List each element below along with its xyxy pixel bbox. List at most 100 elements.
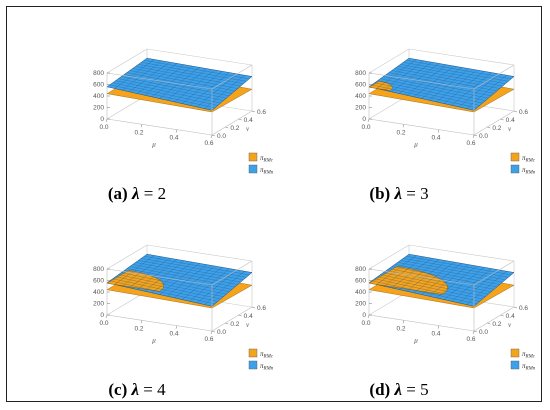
mesh-line bbox=[135, 262, 241, 283]
mesh-line bbox=[428, 264, 470, 297]
legend-swatch-2 bbox=[510, 164, 520, 174]
x-tick-mark bbox=[210, 330, 213, 335]
y-tick-label: 0.6 bbox=[519, 305, 528, 312]
z-tick-label: 800 bbox=[93, 70, 104, 77]
legend: πRMc πRMn bbox=[510, 152, 536, 176]
mesh-line bbox=[132, 68, 238, 89]
y-tick-mark bbox=[251, 110, 256, 113]
legend-swatch-2 bbox=[248, 164, 258, 174]
y-tick-label: 0.2 bbox=[230, 125, 239, 132]
y-axis-label: v bbox=[508, 321, 512, 329]
legend: πRMc πRMn bbox=[510, 348, 536, 372]
z-tick-label: 600 bbox=[93, 82, 104, 89]
mesh-line bbox=[204, 75, 245, 109]
x-tick-label: 0.0 bbox=[361, 124, 370, 131]
y-tick-mark bbox=[487, 322, 491, 325]
figure-frame: 0 200 400 600 800 0.0 0.2 0.4 0.6 μ 0.0 0.2 0.4 0.6 v π… bbox=[6, 6, 542, 402]
legend-swatch-1 bbox=[510, 348, 520, 358]
mesh-line bbox=[466, 75, 507, 109]
legend-subscript-2: RMn bbox=[263, 367, 274, 372]
y-tick-mark bbox=[211, 330, 216, 333]
legend-swatch-2 bbox=[510, 360, 520, 370]
y-tick-mark bbox=[473, 134, 478, 137]
y-tick-mark bbox=[225, 126, 229, 129]
y-tick-label: 0.6 bbox=[257, 305, 266, 312]
mesh-line bbox=[129, 266, 235, 288]
x-tick-label: 0.2 bbox=[396, 325, 405, 332]
caption-panel-label: (d) bbox=[369, 380, 394, 399]
y-tick-label: 0.4 bbox=[244, 313, 253, 320]
mesh-line bbox=[436, 69, 477, 103]
mesh-line bbox=[394, 264, 500, 285]
z-tick-label: 600 bbox=[355, 278, 366, 285]
box-edge-back bbox=[106, 244, 148, 270]
box-edge-front bbox=[211, 64, 253, 90]
mesh-line bbox=[466, 271, 507, 305]
z-tick-label: 400 bbox=[93, 289, 104, 296]
x-tick-mark bbox=[210, 134, 213, 139]
mesh-line bbox=[458, 269, 500, 304]
box-edge-front bbox=[368, 314, 475, 332]
x-tick-label: 0.4 bbox=[169, 135, 178, 142]
mesh-line bbox=[397, 262, 503, 283]
z-tick-label: 600 bbox=[93, 278, 104, 285]
mesh-line bbox=[388, 72, 495, 94]
figure-svg: 0 200 400 600 800 0.0 0.2 0.4 0.6 μ 0.0 0.2 0.4 0.6 v π… bbox=[93, 48, 536, 399]
box-edge-front bbox=[473, 64, 515, 90]
y-tick-mark bbox=[225, 322, 229, 325]
legend-subscript-2: RMn bbox=[525, 171, 536, 176]
panel-caption: (b) λ = 3 bbox=[369, 184, 428, 203]
box-edge-back bbox=[368, 244, 410, 270]
panel-caption: (a) λ = 2 bbox=[108, 184, 166, 203]
mesh-line bbox=[403, 62, 509, 82]
x-tick-mark bbox=[105, 314, 108, 319]
z-tick-label: 800 bbox=[355, 266, 366, 273]
y-tick-mark bbox=[238, 314, 242, 317]
y-tick-label: 0.0 bbox=[217, 329, 226, 336]
panel-caption: (d) λ = 5 bbox=[369, 380, 428, 399]
y-axis-label: v bbox=[246, 321, 250, 329]
y-tick-label: 0.2 bbox=[230, 321, 239, 328]
box-edge-front bbox=[211, 260, 253, 286]
x-tick-mark bbox=[402, 124, 405, 128]
box-edge-front bbox=[211, 306, 253, 332]
caption-lambda: λ bbox=[393, 184, 406, 203]
mesh-line bbox=[132, 264, 238, 285]
legend: πRMc πRMn bbox=[248, 348, 274, 372]
x-tick-mark bbox=[140, 124, 143, 128]
mesh-line bbox=[129, 70, 235, 92]
mesh-line bbox=[403, 258, 509, 278]
box-edge-back bbox=[146, 48, 253, 66]
box-edge-back bbox=[408, 48, 515, 66]
y-axis-label: v bbox=[508, 125, 512, 133]
mesh-line bbox=[174, 265, 215, 299]
x-axis-label: μ bbox=[414, 336, 418, 344]
box-edge-front bbox=[473, 306, 515, 332]
x-tick-label: 0.0 bbox=[99, 124, 108, 131]
legend-label-2: πRMn bbox=[522, 166, 536, 176]
legend-label-2: πRMn bbox=[260, 362, 274, 372]
x-tick-label: 0.0 bbox=[99, 320, 108, 327]
mesh-line bbox=[135, 66, 241, 87]
y-tick-label: 0.4 bbox=[244, 117, 253, 124]
z-tick-label: 0 bbox=[362, 312, 366, 319]
y-tick-label: 0.0 bbox=[479, 329, 488, 336]
chart-panel-2: 0 200 400 600 800 0.0 0.2 0.4 0.6 μ 0.0 0.2 0.4 0.6 v π… bbox=[355, 48, 536, 203]
legend-subscript-2: RMn bbox=[263, 171, 274, 176]
y-tick-mark bbox=[211, 134, 216, 137]
box-edge-front bbox=[368, 72, 475, 90]
x-tick-label: 0.6 bbox=[466, 336, 475, 343]
mesh-line bbox=[126, 72, 233, 94]
legend: πRMc πRMn bbox=[248, 152, 274, 176]
y-tick-mark bbox=[238, 118, 242, 121]
y-tick-mark bbox=[500, 314, 504, 317]
chart-panel-4: 0 200 400 600 800 0.0 0.2 0.4 0.6 μ 0.0 0.2 0.4 0.6 v π… bbox=[355, 244, 536, 399]
box-edge-front bbox=[368, 268, 475, 286]
mesh-line bbox=[141, 62, 247, 82]
caption-lambda: λ bbox=[393, 380, 406, 399]
z-tick-label: 800 bbox=[93, 266, 104, 273]
box-edge-back bbox=[408, 244, 515, 262]
y-tick-label: 0.2 bbox=[492, 321, 501, 328]
legend-label-1: πRMc bbox=[260, 154, 274, 164]
x-tick-mark bbox=[367, 118, 370, 123]
